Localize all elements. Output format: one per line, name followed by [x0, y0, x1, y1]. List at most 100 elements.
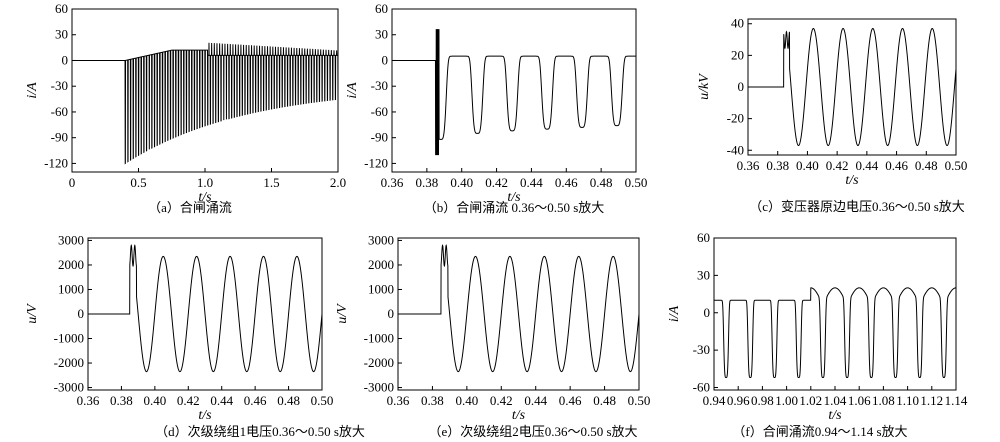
y-tick-label: -90 — [371, 130, 388, 145]
x-tick-label: 1.02 — [799, 393, 822, 408]
x-tick-label: 0.36 — [737, 158, 760, 173]
x-tick-label: 0.36 — [387, 393, 410, 408]
y-tick-label: -3000 — [54, 380, 84, 395]
plot-frame — [391, 8, 637, 173]
y-tick-label: -1000 — [364, 331, 394, 346]
y-tick-label: -120 — [44, 155, 68, 170]
x-tick-label: 0.38 — [421, 393, 444, 408]
x-tick-label: 0.36 — [381, 175, 404, 190]
y-axis-label: i/A — [345, 82, 360, 99]
chart-b: 0.36 0.38 0.40 0.42 0.44 0.46 0.48 0.50 60 30 0 -30… — [345, 1, 647, 215]
x-tick-label: 1.14 — [945, 393, 968, 408]
x-tick-label: 0.46 — [885, 158, 908, 173]
x-tick-label: 0.38 — [415, 175, 438, 190]
y-tick-label: -20 — [727, 111, 744, 126]
y-tick-label: 0 — [704, 305, 711, 320]
x-tick-label: 0.42 — [826, 158, 849, 173]
x-tick-label: 0.48 — [277, 393, 300, 408]
y-tick-label: 30 — [55, 27, 68, 42]
chart-a: 0 0.5 1.0 1.5 2.0 60 30 0 -30 -60 -90 -120 t/s i/A （a）… — [25, 1, 346, 215]
x-tick-label: 0.48 — [593, 393, 616, 408]
x-tick-label: 0.48 — [590, 175, 613, 190]
series-line — [72, 42, 339, 165]
y-tick-label: -30 — [693, 342, 710, 357]
y-tick-label: 0 — [382, 52, 389, 67]
x-tick-label: 0.40 — [455, 393, 478, 408]
x-tick-label: 1.06 — [848, 393, 871, 408]
y-tick-label: 40 — [731, 16, 744, 31]
y-tick-label: 0 — [738, 79, 745, 94]
y-tick-label: 0 — [62, 52, 69, 67]
x-tick-label: 0.42 — [177, 393, 200, 408]
x-tick-label: 1.08 — [872, 393, 895, 408]
x-axis-label: t/s — [198, 190, 212, 205]
y-tick-label: 2000 — [58, 257, 84, 272]
series-line — [88, 244, 323, 373]
x-tick-label: 0.38 — [766, 158, 789, 173]
y-tick-label: 1000 — [58, 281, 84, 296]
y-tick-label: -120 — [364, 155, 388, 170]
x-axis-label: t/s — [198, 408, 212, 423]
y-tick-label: 3000 — [58, 232, 84, 247]
y-tick-label: 20 — [731, 47, 744, 62]
x-tick-label: 0.46 — [559, 393, 582, 408]
y-tick-label: -3000 — [364, 380, 394, 395]
x-tick-label: 1.04 — [824, 393, 847, 408]
x-tick-label: 0.40 — [796, 158, 819, 173]
x-tick-label: 0.98 — [751, 393, 774, 408]
x-axis-label: t/s — [845, 173, 859, 188]
series-line — [714, 287, 956, 379]
chart-d: 0.36 0.38 0.40 0.42 0.44 0.46 0.48 0.50 3000 2000… — [25, 232, 365, 439]
y-tick-label: -30 — [51, 78, 68, 93]
y-axis-label: u/V — [25, 303, 40, 324]
y-tick-label: -90 — [51, 130, 68, 145]
x-tick-label: 0.40 — [450, 175, 473, 190]
x-tick-label: 1.12 — [920, 393, 943, 408]
x-tick-label: 0.42 — [485, 175, 508, 190]
y-axis-label: i/A — [25, 82, 40, 99]
chart-c: 0.36 0.38 0.40 0.42 0.44 0.46 0.48 0.50 40 20 0 -20… — [697, 16, 967, 214]
y-tick-label: 30 — [697, 267, 710, 282]
chart-caption: （a）合闸涌流 — [148, 200, 232, 215]
y-tick-label: -60 — [693, 380, 710, 395]
y-tick-label: 0 — [78, 306, 85, 321]
chart-caption: （f）合闸涌流0.94～1.14 s放大 — [732, 424, 907, 439]
y-tick-label: 3000 — [368, 232, 394, 247]
chart-e: 0.36 0.38 0.40 0.42 0.44 0.46 0.48 0.50 3000 2000… — [335, 232, 650, 439]
x-tick-label: 0.94 — [703, 393, 726, 408]
x-tick-label: 0.36 — [77, 393, 100, 408]
chart-caption: （d）次级绕组1电压0.36～0.50 s放大 — [155, 424, 365, 439]
x-axis-label: t/s — [507, 190, 521, 205]
chart-caption: （c）变压器原边电压0.36～0.50 s放大 — [749, 199, 965, 214]
y-tick-label: -60 — [371, 104, 388, 119]
y-tick-label: -1000 — [54, 331, 84, 346]
x-tick-label: 1.5 — [263, 175, 279, 190]
x-tick-label: 0.38 — [110, 393, 133, 408]
x-tick-label: 0.44 — [855, 158, 878, 173]
series-line — [398, 244, 640, 373]
x-tick-label: 2.0 — [330, 175, 346, 190]
x-tick-label: 1.0 — [197, 175, 213, 190]
x-tick-label: 0 — [69, 175, 76, 190]
y-axis-label: u/kV — [697, 73, 712, 100]
y-tick-label: -40 — [727, 142, 744, 157]
y-axis-label: u/V — [335, 303, 350, 324]
y-tick-label: 60 — [55, 1, 68, 16]
chart-caption: （b）合闸涌流 0.36～0.50 s放大 — [424, 200, 605, 215]
plot-frame — [713, 237, 957, 391]
y-tick-label: -60 — [51, 104, 68, 119]
x-tick-label: 0.50 — [945, 158, 968, 173]
x-axis-label: t/s — [828, 408, 842, 423]
x-tick-label: 0.44 — [520, 175, 543, 190]
y-tick-label: -30 — [371, 78, 388, 93]
y-tick-label: -2000 — [54, 355, 84, 370]
x-tick-label: 0.5 — [130, 175, 146, 190]
x-axis-label: t/s — [512, 408, 526, 423]
x-tick-label: 0.50 — [311, 393, 334, 408]
series-line — [748, 27, 957, 147]
y-tick-label: 0 — [388, 306, 395, 321]
y-tick-label: 60 — [697, 230, 710, 245]
y-tick-label: 30 — [375, 27, 388, 42]
x-tick-label: 0.50 — [625, 175, 648, 190]
